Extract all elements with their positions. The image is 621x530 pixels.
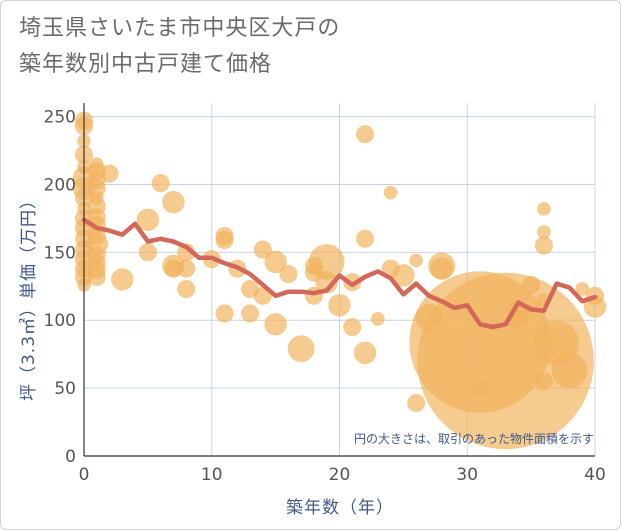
bubble-point <box>87 267 106 286</box>
x-tick-label: 30 <box>456 465 478 485</box>
bubble-point <box>409 253 424 268</box>
bubble-point <box>473 381 487 396</box>
bubble-point <box>343 317 362 337</box>
bubble-point <box>575 282 590 296</box>
bubble-point <box>551 352 588 389</box>
trend-line-layer <box>81 217 598 330</box>
x-tick-label: 40 <box>584 465 606 485</box>
bubble-point <box>304 263 324 282</box>
bubble-point <box>355 125 375 144</box>
bubble-point <box>370 311 385 326</box>
axes <box>83 103 595 457</box>
bubble-point <box>215 304 234 323</box>
y-axis-label: 坪（3.3㎡）単価（万円） <box>19 191 39 401</box>
y-tick-label: 150 <box>44 243 76 263</box>
bubble-point <box>89 157 104 171</box>
bubble-point <box>264 313 287 336</box>
bubble-point <box>138 243 157 262</box>
bubble-point <box>177 259 196 278</box>
bubble-point <box>287 335 315 363</box>
bubble-point <box>534 236 554 255</box>
bubble-point <box>383 185 398 200</box>
bubble-point <box>111 268 134 291</box>
y-tick-label: 200 <box>44 175 76 195</box>
chart-title-line-2: 築年数別中古戸建て価格 <box>19 52 273 77</box>
x-tick-label: 0 <box>79 465 90 485</box>
bubble-point <box>355 229 375 248</box>
bubble-point <box>522 275 541 295</box>
y-tick-label: 0 <box>65 447 76 467</box>
y-tick-label: 250 <box>44 108 76 128</box>
bubble-size-note: 円の大きさは、取引のあった物件面積を示す <box>354 431 594 446</box>
bubble-point <box>136 208 160 232</box>
bubble-point <box>353 341 377 365</box>
bubble-point <box>253 240 272 259</box>
y-tick-label: 100 <box>44 311 76 331</box>
bubble-point <box>328 293 351 317</box>
bubble-point <box>240 304 260 323</box>
bubble-point <box>537 201 551 216</box>
bubble-point <box>534 372 554 391</box>
x-axis-label: 築年数（年） <box>286 498 394 518</box>
bubble-point <box>100 164 119 183</box>
tick-labels: 0 50 100 150 200 250 0 10 20 30 40 <box>44 108 606 485</box>
bubble-point <box>264 250 287 274</box>
bubble-point <box>430 257 454 280</box>
bubble-point <box>162 190 185 214</box>
x-tick-label: 10 <box>201 465 223 485</box>
chart-title: 埼玉県さいたま市中央区大戸の 築年数別中古戸建て価格 <box>19 11 340 83</box>
bubble-point <box>407 393 426 413</box>
bubble-point <box>537 225 551 239</box>
bubble-point <box>89 191 104 205</box>
bubble-point <box>177 279 196 299</box>
chart-title-line-1: 埼玉県さいたま市中央区大戸の <box>19 16 341 41</box>
average-trend-line <box>81 217 598 330</box>
bubble-point <box>415 304 443 332</box>
x-tick-label: 20 <box>329 465 351 485</box>
y-tick-label: 50 <box>54 379 76 399</box>
bubble-point <box>215 231 234 250</box>
bubble-point <box>151 174 170 193</box>
bubble-point <box>279 264 298 284</box>
